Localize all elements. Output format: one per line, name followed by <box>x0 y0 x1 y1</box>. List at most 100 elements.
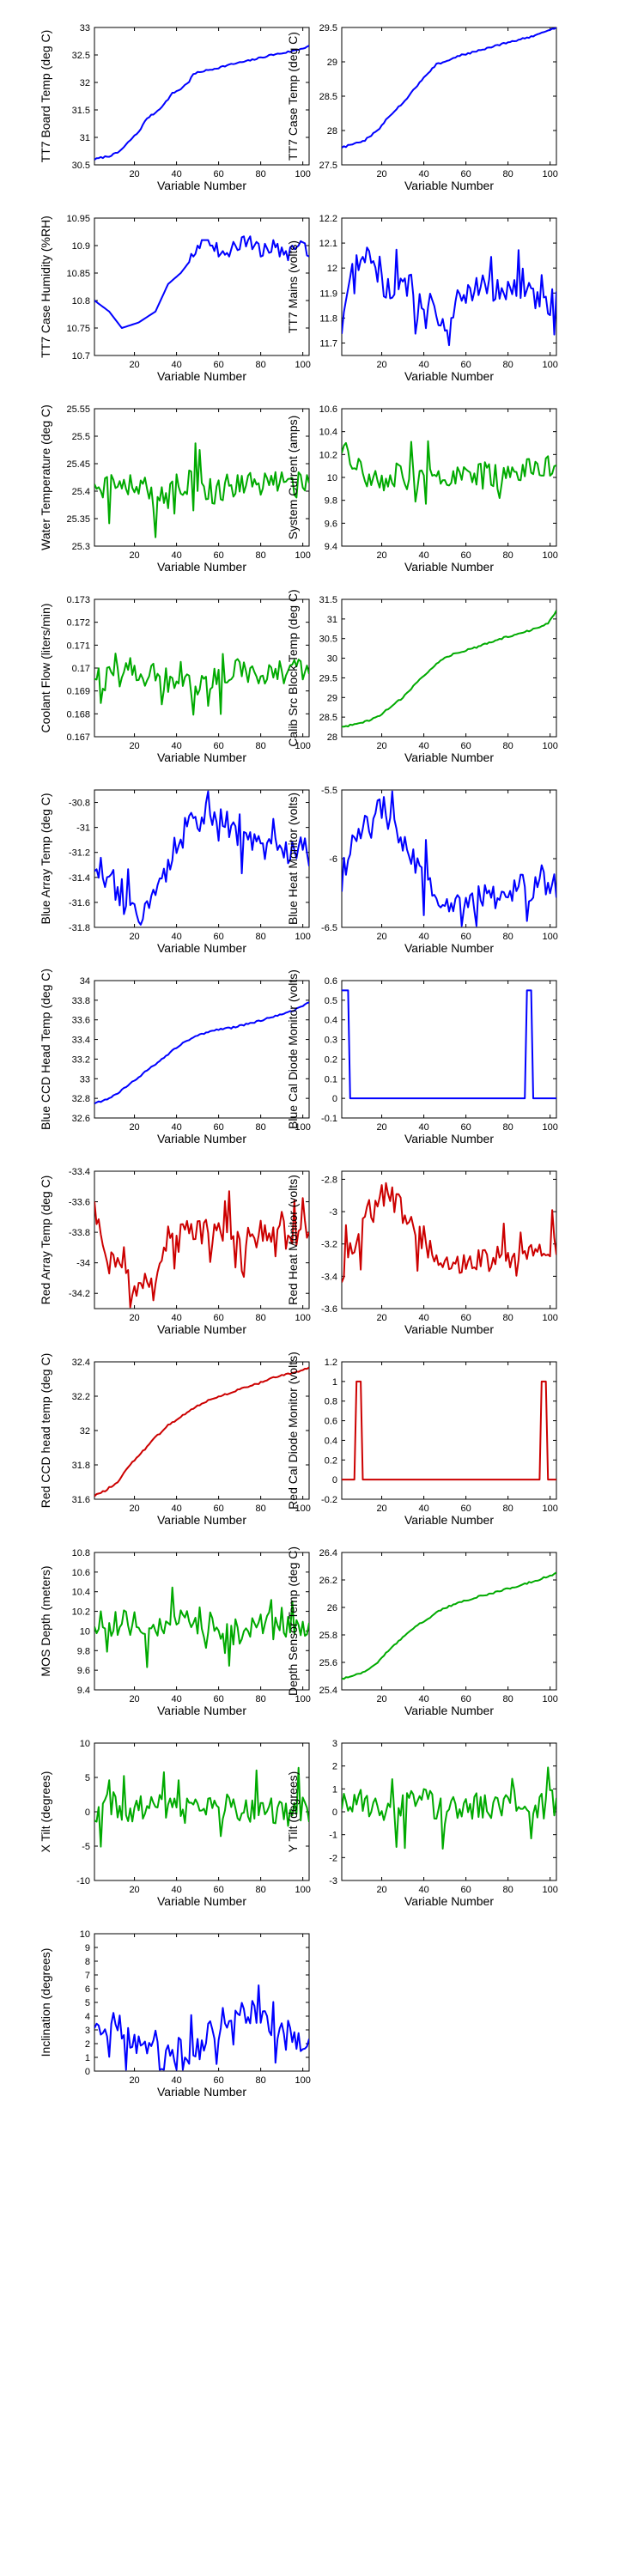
x-axis-label: Variable Number <box>404 1513 494 1527</box>
y-tick-label: 0 <box>332 1475 337 1485</box>
x-axis-label: Variable Number <box>404 941 494 955</box>
x-tick-label: 40 <box>418 932 428 942</box>
x-tick-label: 100 <box>542 741 557 751</box>
y-axis-label: TT7 Mains (volts) <box>286 240 300 333</box>
data-series-line <box>342 989 556 1100</box>
x-tick-label: 100 <box>295 360 310 370</box>
y-tick-label: 26.4 <box>319 1548 337 1558</box>
x-tick-label: 60 <box>460 360 471 370</box>
x-tick-label: 20 <box>129 2075 139 2086</box>
x-tick-label: 40 <box>171 550 181 561</box>
x-tick-label: 40 <box>171 1885 181 1895</box>
y-tick-label: 26 <box>327 1603 337 1613</box>
plot-frame <box>341 1361 557 1500</box>
y-tick-label: 10 <box>327 473 337 483</box>
plot-frame <box>94 980 310 1119</box>
x-axis-label: Variable Number <box>404 1704 494 1717</box>
y-tick-label: 32 <box>80 78 90 88</box>
y-tick-label: 0.172 <box>66 618 90 629</box>
y-tick-label: 28.5 <box>319 713 337 723</box>
y-axis-label: Red CCD head temp (deg C) <box>39 1353 52 1509</box>
data-series-line <box>94 790 309 926</box>
y-tick-label: 0 <box>332 1094 337 1104</box>
y-tick-label: 32.8 <box>72 1094 90 1104</box>
y-tick-label: -3 <box>329 1876 337 1886</box>
x-axis-label: Variable Number <box>157 1513 246 1527</box>
x-tick-label: 100 <box>542 932 557 942</box>
x-tick-label: 60 <box>213 169 223 179</box>
y-tick-label: 31 <box>80 133 90 143</box>
chart-panel: 20 40 60 80 100 0.167 0.168 0.169 0.17 0.171 0.172… <box>39 595 311 764</box>
y-tick-label: 0.4 <box>325 1436 337 1446</box>
y-tick-label: -3.6 <box>321 1304 337 1315</box>
y-tick-label: -34 <box>76 1259 90 1269</box>
x-axis-label: Variable Number <box>157 369 246 383</box>
y-tick-label: -31.2 <box>69 848 90 859</box>
y-tick-label: 0.6 <box>325 976 337 987</box>
x-tick-label: 80 <box>503 1122 513 1133</box>
x-tick-label: 60 <box>213 1313 223 1323</box>
y-tick-label: 10.6 <box>72 1568 90 1578</box>
y-tick-label: -3 <box>329 1207 337 1218</box>
y-tick-label: 10 <box>80 1739 90 1749</box>
y-tick-label: 11.7 <box>319 338 337 349</box>
y-tick-label: 1 <box>85 2053 90 2063</box>
chart-panel: 20 40 60 80 100 10.7 10.75 10.8 10.85 10.9 10.95 Va… <box>39 214 311 383</box>
y-tick-label: 30.5 <box>72 161 90 171</box>
y-tick-label: 31.6 <box>72 1495 90 1505</box>
y-tick-label: -3.2 <box>321 1240 337 1250</box>
y-tick-label: 10.85 <box>66 269 90 279</box>
x-axis-label: Variable Number <box>157 1894 246 1908</box>
x-axis-label: Variable Number <box>404 1894 494 1908</box>
y-tick-label: 9.8 <box>325 496 337 507</box>
plot-frame <box>94 217 310 356</box>
y-tick-label: 32.6 <box>72 1114 90 1124</box>
y-tick-label: 0.169 <box>66 687 90 697</box>
y-tick-label: 10 <box>80 1626 90 1637</box>
x-tick-label: 100 <box>295 741 310 751</box>
y-tick-label: 32 <box>80 1426 90 1437</box>
data-series-line <box>342 246 556 347</box>
plot-frame <box>94 27 310 166</box>
y-axis-label: System Current (amps) <box>286 416 300 540</box>
y-tick-label: -6.5 <box>321 923 337 933</box>
y-tick-label: 10.8 <box>72 1548 90 1558</box>
x-tick-label: 80 <box>256 550 266 561</box>
y-tick-label: 9.8 <box>77 1646 90 1656</box>
chart-panel: 20 40 60 80 100 25.3 25.35 25.4 25.45 25.5 25.55 Va… <box>39 404 311 574</box>
y-tick-label: -31.6 <box>69 898 90 908</box>
y-tick-label: 10.6 <box>319 404 337 415</box>
y-axis-label: Y Tilt (degrees) <box>286 1771 300 1853</box>
chart-panel: 20 40 60 80 100 -34.2 -34 -33.8 -33.6 -33.4 Variab… <box>39 1167 311 1336</box>
data-series-line <box>94 235 309 329</box>
y-tick-label: 10.9 <box>72 241 90 252</box>
y-tick-label: 32.4 <box>72 1358 90 1368</box>
y-tick-label: 0.171 <box>66 641 90 651</box>
plot-frame <box>341 1170 557 1309</box>
x-tick-label: 60 <box>213 1122 223 1133</box>
y-tick-label: 1.2 <box>325 1358 337 1368</box>
y-tick-label: 9.6 <box>325 519 337 529</box>
y-tick-label: 7 <box>85 1971 90 1981</box>
x-tick-label: 20 <box>129 1885 139 1895</box>
y-tick-label: 6 <box>85 1984 90 1995</box>
y-axis-label: Blue CCD Head Temp (deg C) <box>39 969 52 1130</box>
x-tick-label: 80 <box>256 932 266 942</box>
x-axis-label: Variable Number <box>404 560 494 574</box>
y-tick-label: 31 <box>327 615 337 625</box>
y-tick-label: 12.2 <box>319 214 337 224</box>
y-tick-label: 33.8 <box>72 996 90 1006</box>
x-axis-label: Variable Number <box>404 1322 494 1336</box>
x-tick-label: 100 <box>542 550 557 561</box>
x-tick-label: 100 <box>295 1122 310 1133</box>
x-axis-label: Variable Number <box>157 179 246 192</box>
y-tick-label: 28 <box>327 732 337 743</box>
y-tick-label: 0 <box>85 2067 90 2077</box>
x-tick-label: 80 <box>503 1694 513 1704</box>
chart-panel: 20 40 60 80 100 31.6 31.8 32 32.2 32.4 Variable Nu… <box>39 1353 311 1527</box>
x-tick-label: 60 <box>460 169 471 179</box>
chart-panel: 20 40 60 80 100 0 1 2 3 4 5 6 7 8 9 10 Variable Number In… <box>39 1929 311 2099</box>
x-tick-label: 60 <box>213 2075 223 2086</box>
y-tick-label: 1 <box>332 1784 337 1795</box>
